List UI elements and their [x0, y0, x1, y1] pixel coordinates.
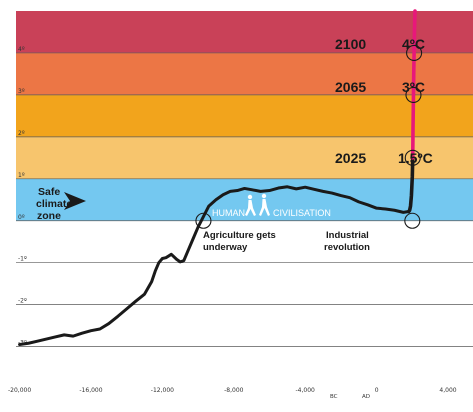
- year-label-2025: 2025: [335, 150, 366, 166]
- marker-circle-0: [195, 212, 212, 229]
- band-1: [16, 52, 473, 95]
- temp-label-4c: 4ºC: [402, 36, 425, 52]
- grid-lines: [16, 52, 473, 347]
- y-tick-label-1: -2º: [18, 298, 27, 305]
- industrial-label-line1: Industrial: [326, 230, 369, 241]
- human-label: HUMAN: [212, 208, 245, 218]
- year-label-2065: 2065: [335, 79, 366, 95]
- ad-label: AD: [362, 394, 370, 400]
- temp-label-1-5c: 1.5ºC: [398, 150, 433, 166]
- y-tick-label-4: 1º: [18, 172, 25, 179]
- band-0: [16, 11, 473, 53]
- marker-circle-1: [404, 212, 421, 229]
- x-tick-label-1: -16,000: [79, 387, 102, 394]
- agriculture-label-line1: Agriculture gets: [203, 230, 276, 241]
- x-tick-label-2: -12,000: [151, 387, 174, 394]
- bc-label: BC: [330, 394, 338, 400]
- safe-zone-label-line2: climate: [36, 198, 72, 210]
- band-2: [16, 94, 473, 137]
- y-tick-label-7: 4º: [18, 46, 25, 53]
- series-line-0: [18, 185, 411, 347]
- y-tick-label-5: 2º: [18, 130, 25, 137]
- x-tick-label-4: -4,000: [296, 387, 316, 394]
- series-line-2: [410, 9, 417, 160]
- y-tick-label-6: 3º: [18, 88, 25, 95]
- x-tick-label-0: -20,000: [8, 387, 31, 394]
- year-label-2100: 2100: [335, 36, 366, 52]
- marker-circle-4: [406, 44, 423, 62]
- x-tick-label-5: 0: [375, 387, 379, 394]
- temp-label-3c: 3ºC: [402, 79, 425, 95]
- x-tick-label-6: 4,000: [439, 387, 456, 394]
- marker-circle-3: [405, 86, 422, 103]
- safe-zone-label-line1: Safe: [38, 186, 60, 198]
- walking-figures-icon: [245, 193, 270, 216]
- agriculture-label-line2: underway: [203, 242, 248, 253]
- y-tick-label-3: 0º: [18, 214, 25, 221]
- band-3: [16, 136, 473, 179]
- industrial-label-line2: revolution: [324, 242, 370, 253]
- marker-circle-2: [404, 149, 421, 166]
- x-tick-label-3: -8,000: [224, 387, 244, 394]
- civilisation-label: CIVILISATION: [273, 208, 331, 218]
- safe-zone-label-line3: zone: [37, 210, 61, 222]
- safe-zone-arrow-icon: [64, 192, 86, 210]
- temperature-bands: [16, 11, 473, 221]
- marker-circles: [195, 44, 423, 229]
- band-4: [16, 178, 473, 221]
- x-axis-ticks: -20,000 -16,000 -12,000 -8,000 -4,000 0 4,000: [8, 387, 457, 394]
- series-lines: [18, 9, 417, 347]
- y-tick-label-2: -1º: [18, 256, 27, 263]
- series-line-1: [406, 156, 415, 214]
